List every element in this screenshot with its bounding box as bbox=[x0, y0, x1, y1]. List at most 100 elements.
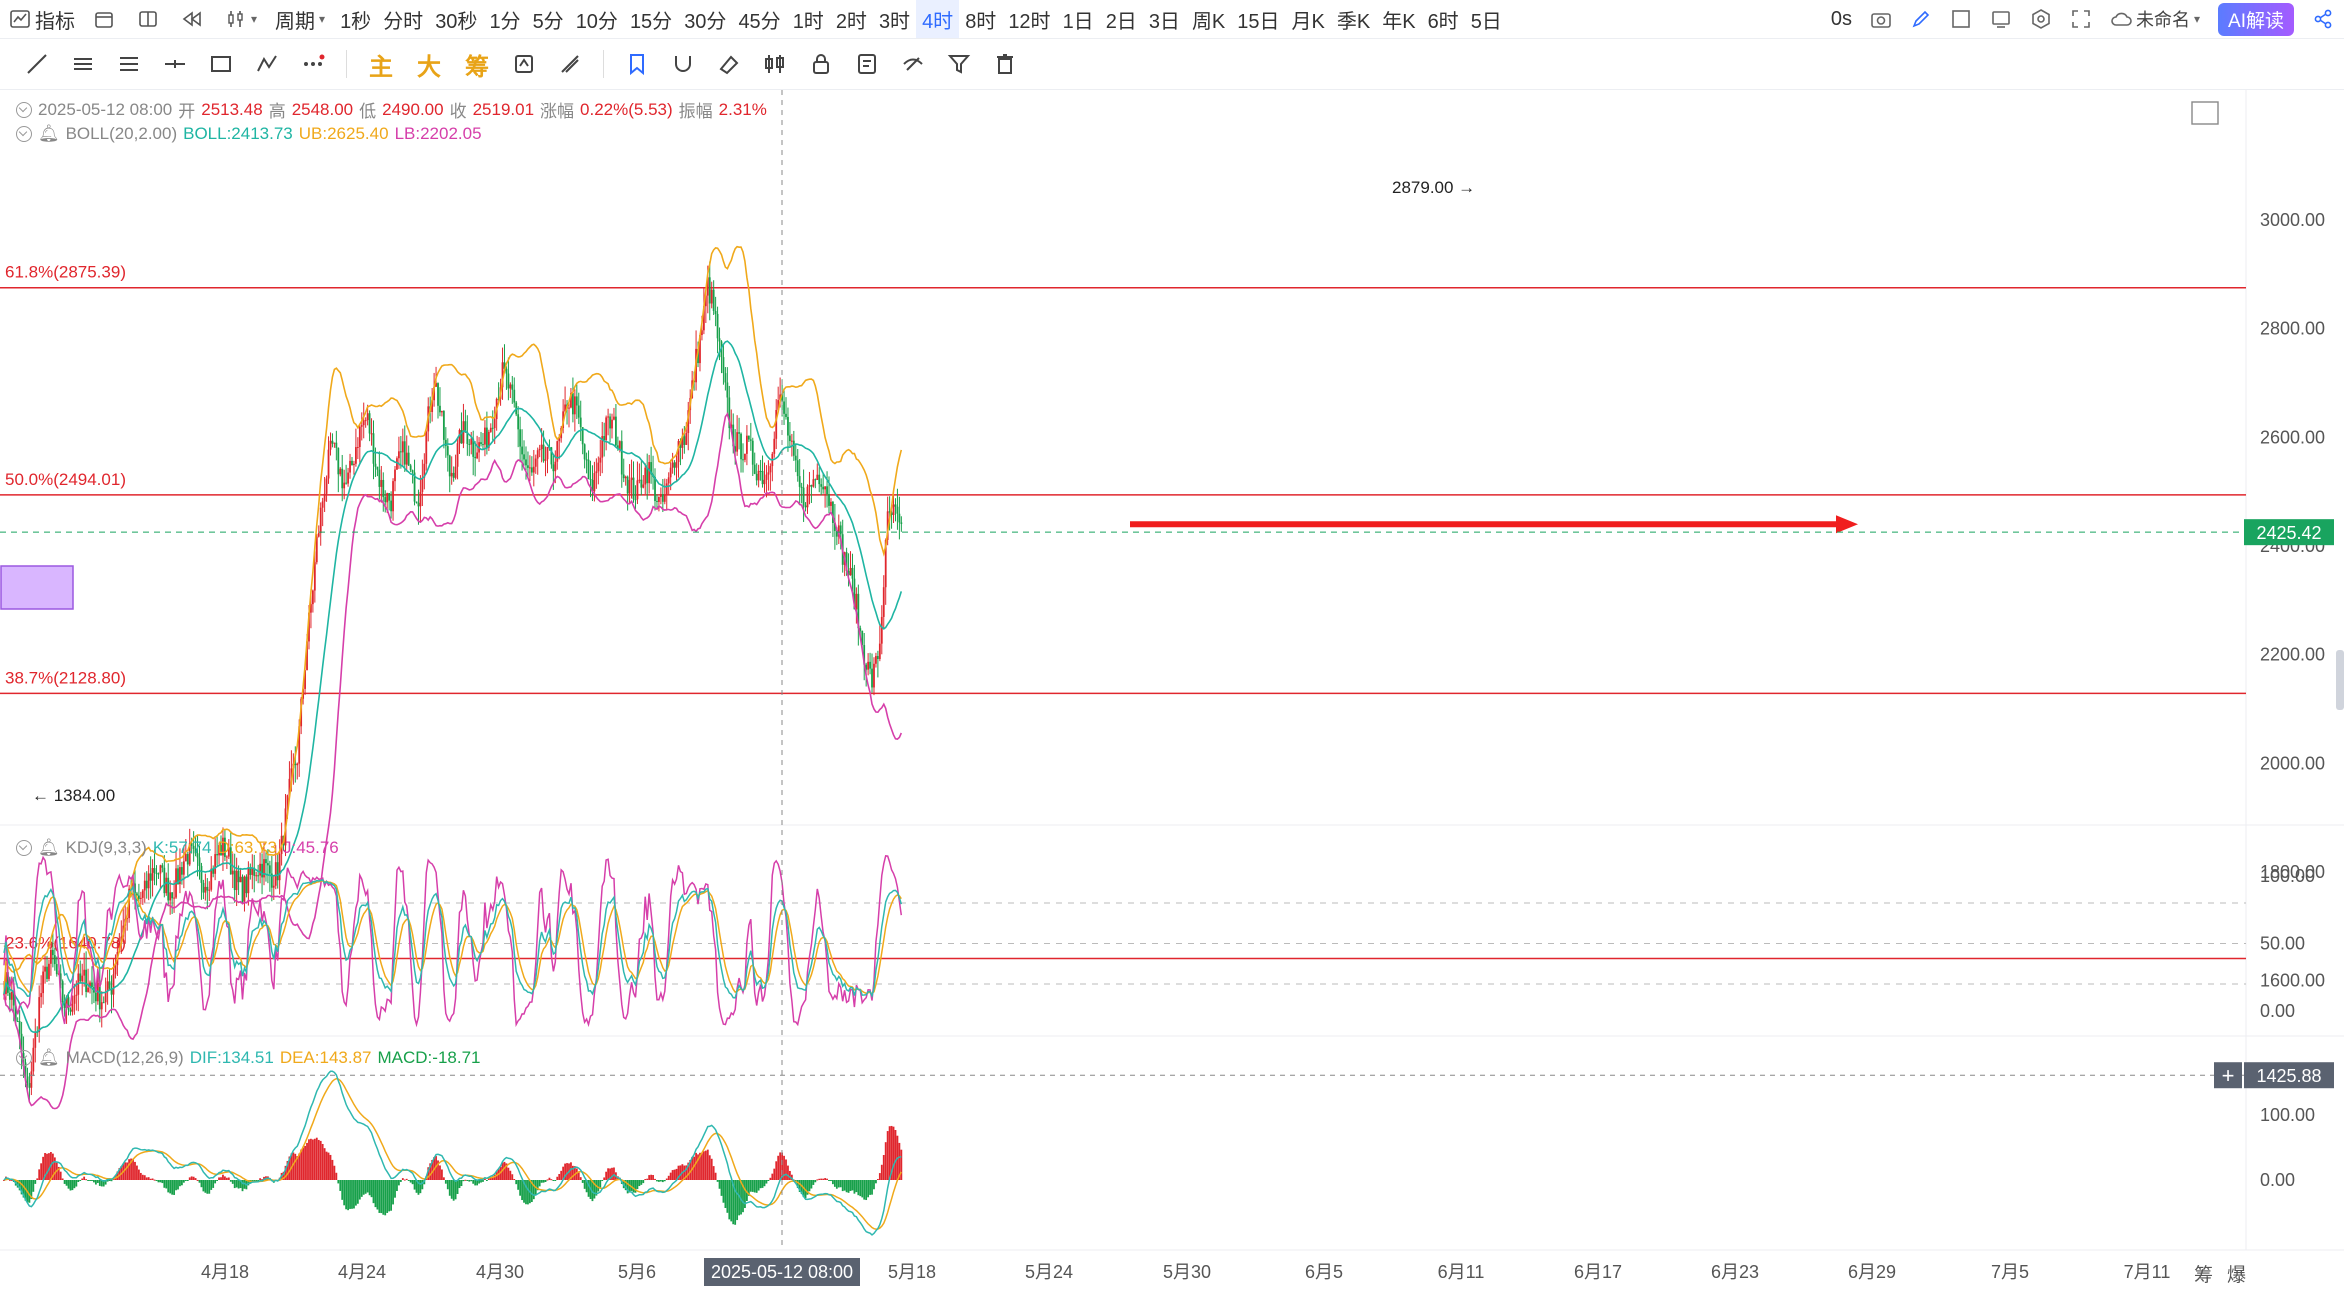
ai-explain-button[interactable]: AI解读 bbox=[2218, 2, 2294, 36]
share-icon[interactable] bbox=[2312, 8, 2334, 30]
more-tools[interactable] bbox=[290, 41, 336, 87]
screen-icon[interactable] bbox=[1990, 8, 2012, 30]
resize-icon[interactable] bbox=[1950, 8, 1972, 30]
burst-side-button[interactable]: 爆 bbox=[2227, 1265, 2247, 1286]
period-tab-24[interactable]: 5日 bbox=[1470, 10, 1502, 33]
collapse-icon[interactable] bbox=[16, 101, 32, 118]
period-tab-13[interactable]: 8时 bbox=[965, 10, 997, 33]
macd-bar bbox=[456, 1180, 459, 1194]
candle-body bbox=[755, 473, 758, 481]
bookmark-tool[interactable] bbox=[614, 41, 660, 87]
measure-tool[interactable] bbox=[547, 41, 593, 87]
compare-tool[interactable] bbox=[752, 41, 798, 87]
pen-icon[interactable] bbox=[1910, 8, 1932, 30]
candle-body bbox=[618, 441, 621, 449]
measure-icon bbox=[561, 55, 579, 73]
period-tab-7[interactable]: 30分 bbox=[684, 10, 727, 33]
calendar-button[interactable] bbox=[84, 0, 128, 38]
lock-tool[interactable] bbox=[798, 41, 844, 87]
collapse-icon[interactable] bbox=[16, 126, 32, 142]
macd-bar bbox=[824, 1178, 826, 1180]
period-tab-8[interactable]: 45分 bbox=[738, 10, 781, 33]
cloud-layout-button[interactable]: 未命名 ▾ bbox=[2110, 6, 2200, 32]
period-tab-16[interactable]: 2日 bbox=[1105, 10, 1137, 33]
chips-side-button[interactable]: 筹 bbox=[2194, 1265, 2214, 1286]
period-tab-17[interactable]: 3日 bbox=[1148, 10, 1180, 33]
filter-tool[interactable] bbox=[936, 41, 982, 87]
candle-body bbox=[182, 861, 185, 875]
candle-body bbox=[554, 461, 557, 472]
big-button[interactable]: 大 bbox=[417, 53, 441, 81]
period-tab-19[interactable]: 15日 bbox=[1237, 10, 1280, 33]
fullscreen-icon[interactable] bbox=[2070, 8, 2092, 30]
main-chart-button[interactable]: 主 bbox=[369, 53, 393, 81]
period-dropdown[interactable]: 周期 ▾ bbox=[266, 0, 334, 38]
trend-line-tool[interactable] bbox=[14, 41, 60, 87]
period-tab-20[interactable]: 月K bbox=[1291, 10, 1325, 33]
collapse-icon[interactable] bbox=[16, 1050, 32, 1066]
macd-bar bbox=[734, 1180, 737, 1225]
camera-icon[interactable] bbox=[1870, 8, 1892, 30]
period-tab-14[interactable]: 12时 bbox=[1008, 10, 1051, 33]
period-tab-4[interactable]: 5分 bbox=[532, 10, 564, 33]
bell-icon[interactable]: 🔔︎ bbox=[38, 124, 60, 143]
channel-tool[interactable] bbox=[60, 41, 106, 87]
horizontal-line-tool[interactable] bbox=[152, 41, 198, 87]
settings-icon[interactable] bbox=[2030, 8, 2052, 30]
rewind-icon bbox=[182, 11, 201, 27]
pattern-tool[interactable] bbox=[244, 41, 290, 87]
macd-bar bbox=[237, 1180, 240, 1189]
candle-body bbox=[628, 480, 631, 494]
kdj-name: KDJ(9,3,3) bbox=[65, 838, 147, 857]
replay-button[interactable] bbox=[172, 0, 216, 38]
period-tab-15[interactable]: 1日 bbox=[1062, 10, 1094, 33]
period-tab-10[interactable]: 2时 bbox=[835, 10, 867, 33]
macd-bar bbox=[343, 1180, 346, 1206]
eraser-tool[interactable] bbox=[706, 41, 752, 87]
candle-body bbox=[744, 453, 746, 460]
layout-button[interactable] bbox=[128, 0, 172, 38]
note-tool[interactable] bbox=[844, 41, 890, 87]
macd-dif: DIF:134.51 bbox=[189, 1048, 274, 1067]
candle-body bbox=[444, 439, 447, 447]
chart-type-button[interactable]: ▾ bbox=[216, 0, 266, 38]
period-tab-18[interactable]: 周K bbox=[1191, 10, 1226, 33]
rectangle-tool[interactable] bbox=[198, 41, 244, 87]
magnet-tool[interactable] bbox=[660, 41, 706, 87]
period-tab-3[interactable]: 1分 bbox=[489, 10, 521, 33]
period-tab-11[interactable]: 3时 bbox=[878, 10, 911, 33]
candle-body bbox=[55, 964, 58, 975]
fib-tool[interactable] bbox=[106, 41, 152, 87]
period-tab-21[interactable]: 季K bbox=[1336, 10, 1371, 33]
period-tab-0[interactable]: 1秒 bbox=[340, 10, 372, 33]
candle-body bbox=[204, 886, 207, 893]
price-chart[interactable]: 3000.002800.002600.002400.002200.002000.… bbox=[0, 90, 2344, 1291]
period-tab-12[interactable]: 4时 bbox=[916, 0, 960, 38]
macd-bar bbox=[51, 1153, 54, 1180]
macd-bar bbox=[263, 1176, 265, 1180]
chips-button[interactable]: 筹 bbox=[465, 53, 489, 81]
time-tick-7: 6月5 bbox=[1305, 1262, 1343, 1282]
candle-body bbox=[890, 512, 893, 515]
plus-icon: + bbox=[2222, 1063, 2235, 1088]
macd-bar bbox=[429, 1163, 432, 1180]
hide-drawings-tool[interactable] bbox=[890, 41, 936, 87]
period-tab-6[interactable]: 15分 bbox=[629, 10, 673, 33]
period-tab-2[interactable]: 30秒 bbox=[435, 10, 478, 33]
indicator-button[interactable]: 指标 bbox=[0, 0, 84, 38]
bell-icon[interactable]: 🔔︎ bbox=[38, 838, 60, 857]
macd-bar bbox=[470, 1180, 473, 1182]
period-tab-1[interactable]: 分时 bbox=[383, 10, 424, 33]
macd-bar bbox=[544, 1180, 547, 1183]
delete-tool[interactable] bbox=[982, 41, 1028, 87]
macd-bar bbox=[126, 1162, 129, 1180]
sync-tool[interactable] bbox=[501, 41, 547, 87]
period-tab-9[interactable]: 1时 bbox=[792, 10, 824, 33]
candle-body bbox=[659, 494, 662, 497]
collapse-icon[interactable] bbox=[16, 840, 32, 856]
period-tab-5[interactable]: 10分 bbox=[575, 10, 618, 33]
period-tab-22[interactable]: 年K bbox=[1382, 10, 1416, 33]
period-tab-23[interactable]: 6时 bbox=[1427, 10, 1459, 33]
candle-body bbox=[313, 562, 316, 591]
bell-icon[interactable]: 🔔︎ bbox=[38, 1048, 60, 1067]
